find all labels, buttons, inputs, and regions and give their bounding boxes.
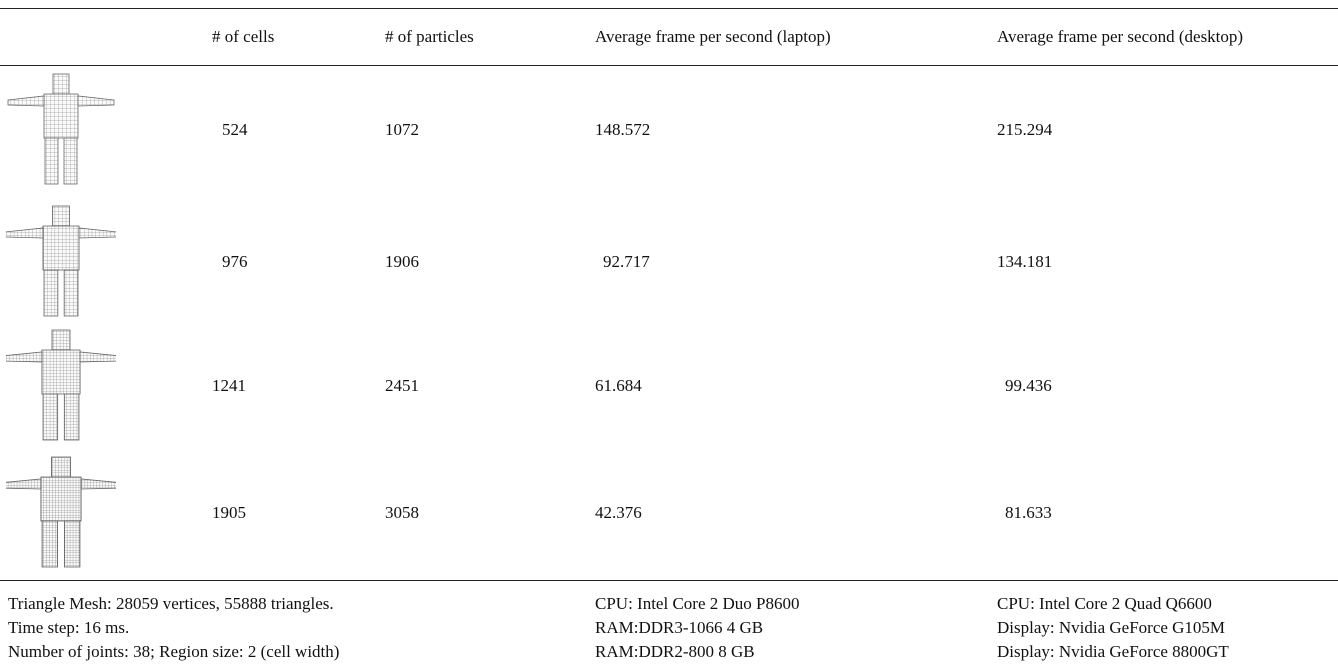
footer-note: RAM:DDR3-1066 4 GB bbox=[595, 618, 763, 638]
footer-rule bbox=[0, 580, 1338, 581]
cell: 215.294 bbox=[997, 120, 1052, 140]
mesh-figure bbox=[6, 455, 116, 571]
mesh-figure bbox=[6, 204, 116, 320]
cell: 81.633 bbox=[1005, 503, 1052, 523]
footer-note: CPU: Intel Core 2 Quad Q6600 bbox=[997, 594, 1212, 614]
footer-note: Triangle Mesh: 28059 vertices, 55888 tri… bbox=[8, 594, 334, 614]
cell: 524 bbox=[222, 120, 248, 140]
top-rule bbox=[0, 8, 1338, 9]
cell: 1906 bbox=[385, 252, 419, 272]
column-header: Average frame per second (laptop) bbox=[595, 27, 831, 47]
footer-note: Number of joints: 38; Region size: 2 (ce… bbox=[8, 642, 339, 662]
mesh-figure bbox=[6, 72, 116, 188]
header-rule bbox=[0, 65, 1338, 66]
footer-note: Time step: 16 ms. bbox=[8, 618, 129, 638]
column-header: Average frame per second (desktop) bbox=[997, 27, 1243, 47]
cell: 61.684 bbox=[595, 376, 642, 396]
cell: 42.376 bbox=[595, 503, 642, 523]
cell: 976 bbox=[222, 252, 248, 272]
footer-note: Display: Nvidia GeForce G105M bbox=[997, 618, 1225, 638]
footer-note: Display: Nvidia GeForce 8800GT bbox=[997, 642, 1229, 662]
cell: 1905 bbox=[212, 503, 246, 523]
cell: 1241 bbox=[212, 376, 246, 396]
cell: 92.717 bbox=[603, 252, 650, 272]
column-header: # of cells bbox=[212, 27, 274, 47]
cell: 3058 bbox=[385, 503, 419, 523]
cell: 1072 bbox=[385, 120, 419, 140]
column-header: # of particles bbox=[385, 27, 474, 47]
mesh-figure bbox=[6, 328, 116, 444]
page: # of cells # of particles Average frame pe… bbox=[0, 0, 1338, 666]
footer-note: CPU: Intel Core 2 Duo P8600 bbox=[595, 594, 799, 614]
cell: 134.181 bbox=[997, 252, 1052, 272]
footer-note: RAM:DDR2-800 8 GB bbox=[595, 642, 755, 662]
cell: 148.572 bbox=[595, 120, 650, 140]
cell: 2451 bbox=[385, 376, 419, 396]
cell: 99.436 bbox=[1005, 376, 1052, 396]
